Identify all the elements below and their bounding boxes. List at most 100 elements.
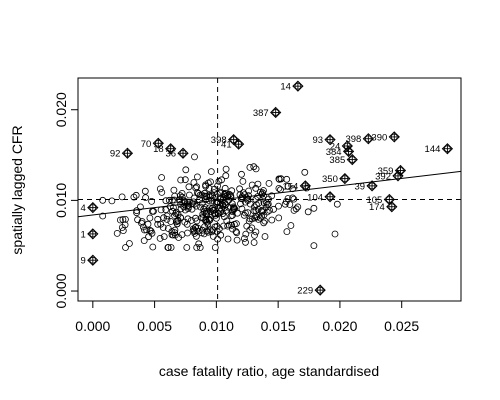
- data-point: [222, 165, 230, 173]
- point-label: 41: [221, 140, 232, 151]
- data-point: [275, 184, 283, 192]
- data-point: [263, 201, 271, 209]
- data-point: [183, 244, 191, 251]
- data-point: [259, 206, 267, 214]
- data-point: [168, 196, 176, 204]
- data-point: [171, 192, 179, 200]
- data-point: [149, 243, 157, 251]
- point-label: 24: [330, 141, 341, 152]
- influential-point: 390: [371, 131, 400, 143]
- data-point: [261, 233, 269, 240]
- regression-line: [77, 170, 462, 218]
- data-point: [170, 196, 178, 204]
- data-point: [232, 220, 240, 228]
- data-point: [221, 189, 229, 197]
- data-point: [156, 234, 164, 242]
- data-point: [208, 205, 216, 213]
- data-point: [204, 179, 212, 187]
- data-point: [229, 225, 236, 233]
- data-point: [178, 231, 186, 239]
- influential-point: 385: [329, 153, 358, 166]
- influential-point: 1: [81, 228, 99, 240]
- data-point: [289, 194, 297, 202]
- data-point: [185, 191, 193, 199]
- data-point: [196, 244, 204, 251]
- data-point: [142, 194, 150, 202]
- axes-layer: 0.000 0.005 0.010 0.015 0.020 0.025 0.000 0.010…: [53, 92, 419, 334]
- data-point: [239, 189, 247, 197]
- data-point: [277, 175, 285, 183]
- x-tick-label: 0.025: [384, 318, 419, 334]
- data-point: [176, 192, 184, 200]
- influential-point: 39: [354, 180, 378, 192]
- influential-point: 41: [221, 138, 245, 151]
- data-point: [252, 212, 260, 220]
- point-label: 144: [425, 144, 441, 155]
- point-label: 104: [307, 192, 323, 203]
- y-axis-label: spatially lagged CFR: [9, 125, 25, 254]
- data-point: [216, 204, 224, 212]
- data-point: [181, 176, 189, 184]
- data-point: [290, 206, 298, 214]
- data-point: [132, 191, 140, 199]
- data-point: [145, 233, 153, 241]
- point-label: 4: [81, 203, 86, 214]
- data-point: [260, 211, 268, 219]
- data-point: [242, 230, 250, 238]
- data-point: [178, 189, 186, 197]
- data-point: [122, 215, 129, 223]
- influential-point: 93: [312, 134, 336, 146]
- data-point: [232, 228, 240, 235]
- data-point: [190, 194, 198, 202]
- influential-point: 9: [81, 254, 99, 267]
- data-point: [287, 222, 295, 229]
- data-point: [203, 227, 211, 235]
- data-point: [223, 192, 231, 199]
- data-point: [141, 187, 149, 195]
- point-label: 174: [369, 202, 385, 213]
- data-point: [242, 238, 249, 246]
- influential-point: 4: [81, 201, 99, 214]
- data-point: [146, 214, 154, 222]
- x-tick-label: 0.005: [137, 318, 172, 334]
- data-point: [275, 214, 283, 222]
- data-point: [122, 244, 129, 251]
- data-point: [237, 200, 244, 208]
- data-point: [266, 206, 274, 214]
- influential-point: 36: [165, 147, 189, 160]
- data-point: [119, 216, 127, 223]
- data-point: [154, 215, 162, 223]
- data-point: [250, 203, 258, 211]
- data-point: [264, 200, 272, 208]
- data-point: [117, 216, 124, 224]
- data-point: [252, 165, 260, 173]
- points-layer: [99, 153, 341, 251]
- data-point: [182, 166, 190, 174]
- point-label: 229: [297, 286, 313, 297]
- y-tick-label: 0.010: [53, 183, 69, 218]
- data-point: [190, 228, 198, 235]
- influential-point: 387: [253, 106, 282, 119]
- data-point: [217, 188, 224, 196]
- point-label: 398: [211, 135, 227, 146]
- data-point: [240, 235, 248, 242]
- data-point: [237, 195, 245, 202]
- data-point: [246, 163, 254, 171]
- data-point: [158, 174, 166, 181]
- data-point: [221, 184, 229, 192]
- data-point: [177, 176, 185, 184]
- x-axis-label: case fatality ratio, age standardised: [159, 363, 379, 379]
- data-point: [118, 193, 126, 201]
- data-point: [224, 222, 232, 230]
- data-point: [251, 231, 258, 239]
- data-point: [185, 183, 193, 191]
- data-point: [195, 240, 203, 248]
- data-point: [130, 193, 138, 201]
- data-point: [208, 228, 216, 236]
- data-point: [201, 223, 209, 231]
- point-label: 39: [354, 181, 365, 192]
- point-label: 105: [366, 195, 382, 206]
- data-point: [250, 239, 258, 246]
